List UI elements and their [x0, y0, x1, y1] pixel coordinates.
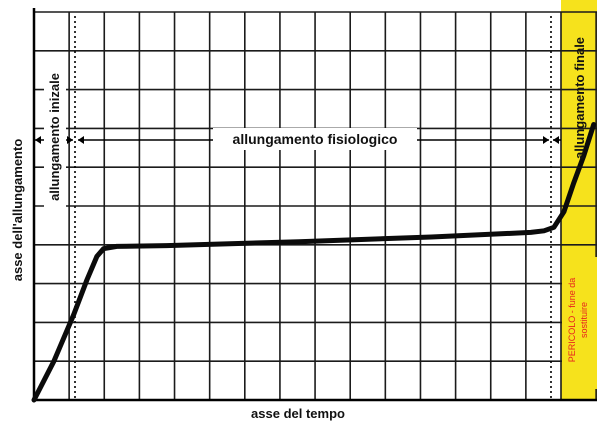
arrow-head — [78, 136, 84, 144]
danger-label-line1: PERICOLO - fune da — [567, 278, 577, 363]
arrow-head — [543, 136, 549, 144]
grid — [32, 8, 597, 402]
initial-label-bg — [44, 53, 66, 221]
elongation-curve — [31, 122, 597, 403]
y-axis-label: asse dell'allungamento — [10, 139, 25, 282]
phase-boundaries — [74, 16, 552, 398]
physiological-label-bg — [213, 128, 417, 150]
danger-label-bg — [562, 257, 597, 389]
arrow-head — [553, 136, 559, 144]
final-label: allungamento finale — [572, 37, 587, 159]
arrow-head — [35, 136, 41, 144]
physiological-label: allungamento fisiologico — [233, 131, 398, 147]
x-axis-label: asse del tempo — [251, 406, 345, 421]
arrow-head — [67, 136, 73, 144]
initial-label: allungamento inizale — [47, 73, 62, 201]
danger-label-line2: sostituire — [579, 302, 589, 338]
phase-arrows — [35, 136, 561, 144]
